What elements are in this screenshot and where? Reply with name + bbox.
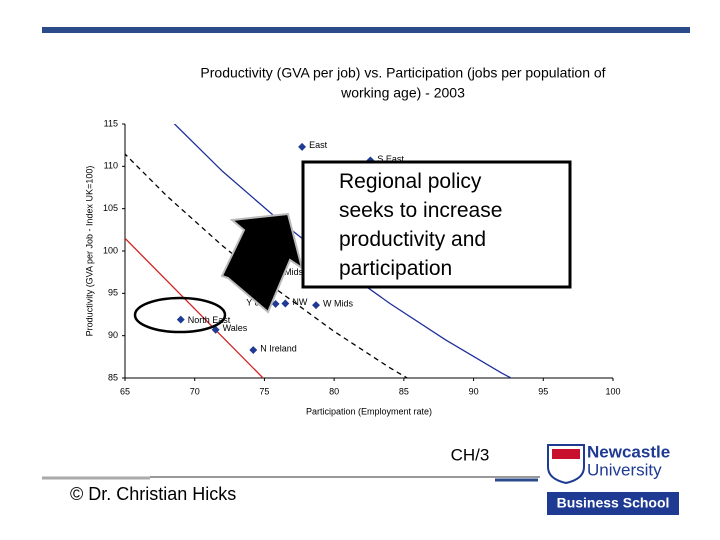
x-tick-label: 100 — [605, 386, 620, 396]
x-tick-label: 70 — [190, 386, 200, 396]
point — [176, 315, 185, 324]
y-tick-label: 110 — [104, 161, 118, 171]
y-tick-label: 85 — [108, 372, 118, 382]
y-tick-label: 100 — [103, 245, 118, 255]
chart-title-1: Productivity (GVA per job) vs. Participa… — [200, 65, 605, 81]
y-tick-label: 115 — [104, 118, 118, 128]
point-label: S East — [377, 154, 404, 164]
curve — [125, 153, 409, 378]
highlight-ellipse — [133, 296, 227, 334]
logo: Newcastle University Business School — [547, 442, 679, 515]
point — [271, 299, 280, 308]
point — [211, 325, 220, 334]
point — [312, 301, 320, 310]
callout-line: participation — [339, 257, 452, 280]
x-axis-label: Participation (Employment rate) — [306, 406, 432, 416]
callout-line: seeks to increase — [339, 199, 502, 222]
point-label: Wales — [223, 323, 248, 333]
curve — [125, 237, 264, 378]
logo-line3: Business School — [557, 495, 670, 511]
point-label: N Ireland — [260, 343, 297, 353]
author: © Dr. Christian Hicks — [70, 484, 236, 504]
point — [298, 142, 307, 151]
logo-shield-band — [552, 449, 580, 459]
x-tick-label: 65 — [120, 386, 130, 396]
logo-line1: Newcastle — [587, 442, 670, 461]
y-axis-label: Productivity (GVA per Job - Index UK=100… — [84, 166, 94, 337]
callout-line: Regional policy — [339, 170, 482, 193]
point-label: NW — [292, 297, 307, 307]
point — [281, 299, 290, 308]
arrow — [220, 212, 304, 314]
point — [249, 346, 258, 355]
callout-text: Regional policy seeks to increase producti… — [339, 170, 502, 280]
chart-title-2: working age) - 2003 — [340, 85, 465, 101]
page-number: CH/3 — [451, 445, 490, 464]
x-tick-label: 95 — [538, 386, 548, 396]
y-tick-label: 95 — [108, 288, 118, 298]
top-bar — [42, 27, 690, 33]
y-tick-label: 105 — [103, 203, 118, 213]
logo-line2: University — [587, 460, 662, 479]
x-tick-label: 75 — [259, 386, 269, 396]
x-tick-label: 80 — [329, 386, 339, 396]
point-label: E Mids — [276, 267, 304, 277]
y-tick-label: 90 — [108, 330, 118, 340]
point-label: W Mids — [323, 299, 353, 309]
logo-band — [547, 492, 679, 515]
point-label: North East — [188, 315, 231, 325]
x-tick-label: 85 — [399, 386, 409, 396]
callout-box — [301, 160, 572, 289]
callout-line: productivity and — [339, 228, 486, 251]
x-tick-label: 90 — [469, 386, 479, 396]
point-label: East — [309, 140, 328, 150]
